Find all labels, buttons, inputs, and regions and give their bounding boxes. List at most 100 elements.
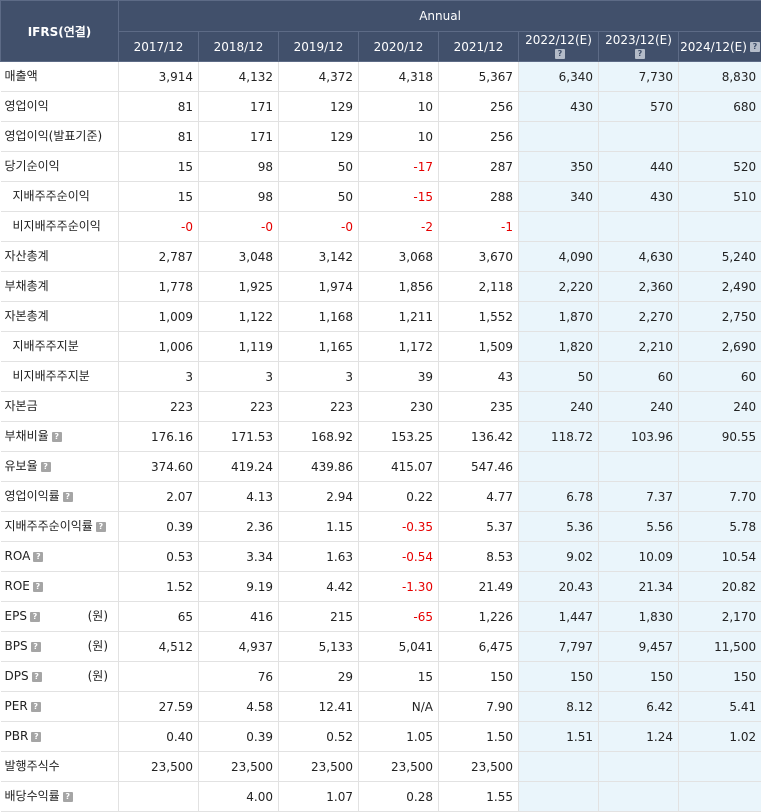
question-mark-icon[interactable]: ?	[30, 612, 40, 622]
row-label: PBR?	[1, 722, 119, 752]
value-cell: 7.90	[439, 692, 519, 722]
value-cell: 2,690	[679, 332, 761, 362]
question-mark-icon[interactable]: ?	[96, 522, 106, 532]
value-cell: 21.49	[439, 572, 519, 602]
value-cell	[519, 782, 599, 812]
row-label-text: 부채총계	[5, 279, 49, 293]
value-cell: 1.15	[279, 512, 359, 542]
estimate-help-icon[interactable]: ?	[750, 42, 760, 52]
value-cell: 510	[679, 182, 761, 212]
value-cell: 1,119	[199, 332, 279, 362]
question-mark-icon[interactable]: ?	[31, 702, 41, 712]
value-cell	[519, 212, 599, 242]
value-cell: 15	[119, 182, 199, 212]
value-cell: 23,500	[439, 752, 519, 782]
row-label: 영업이익(발표기준)	[1, 122, 119, 152]
question-mark-icon[interactable]: ?	[32, 672, 42, 682]
estimate-help-icon[interactable]: ?	[555, 49, 565, 59]
value-cell: 20.82	[679, 572, 761, 602]
value-cell: 7.37	[599, 482, 679, 512]
row-label-text: ROA	[5, 549, 31, 563]
row-label: PER?	[1, 692, 119, 722]
year-header-5[interactable]: 2022/12(E)?	[519, 32, 599, 62]
row-label: 자본금	[1, 392, 119, 422]
value-cell: 256	[439, 122, 519, 152]
value-cell	[679, 452, 761, 482]
row-label: DPS?(원)	[1, 662, 119, 692]
value-cell: 50	[519, 362, 599, 392]
value-cell: 118.72	[519, 422, 599, 452]
value-cell: 1.24	[599, 722, 679, 752]
row-label: 자본총계	[1, 302, 119, 332]
value-cell: 65	[119, 602, 199, 632]
row-label-text: 부채비율	[5, 429, 49, 443]
row-label-text: 지배주주순이익률	[5, 519, 93, 533]
value-cell: 0.53	[119, 542, 199, 572]
value-cell: 27.59	[119, 692, 199, 722]
table-row: 비지배주주순이익-0-0-0-2-1	[1, 212, 761, 242]
row-label: 비지배주주지분	[1, 362, 119, 392]
year-label: 2022/12(E)	[525, 33, 592, 47]
value-cell: 81	[119, 92, 199, 122]
value-cell: 103.96	[599, 422, 679, 452]
value-cell: 29	[279, 662, 359, 692]
year-header-0: 2017/12	[119, 32, 199, 62]
question-mark-icon[interactable]: ?	[33, 582, 43, 592]
ifrs-header: IFRS(연결)	[1, 1, 119, 62]
value-cell: 1,009	[119, 302, 199, 332]
estimate-help-icon[interactable]: ?	[635, 49, 645, 59]
value-cell: 6,475	[439, 632, 519, 662]
value-cell: 4,090	[519, 242, 599, 272]
value-cell: 9.19	[199, 572, 279, 602]
value-cell: -0	[279, 212, 359, 242]
value-cell: 5.36	[519, 512, 599, 542]
value-cell: 60	[599, 362, 679, 392]
value-cell: 215	[279, 602, 359, 632]
value-cell: 1,172	[359, 332, 439, 362]
value-cell: 1,820	[519, 332, 599, 362]
value-cell	[679, 212, 761, 242]
value-cell: 15	[119, 152, 199, 182]
value-cell: 4,512	[119, 632, 199, 662]
value-cell: 11,500	[679, 632, 761, 662]
value-cell	[679, 752, 761, 782]
value-cell: 2.94	[279, 482, 359, 512]
row-label-text: 자본총계	[5, 309, 49, 323]
value-cell: 150	[519, 662, 599, 692]
question-mark-icon[interactable]: ?	[33, 552, 43, 562]
value-cell	[679, 782, 761, 812]
value-cell: 223	[119, 392, 199, 422]
year-header-7[interactable]: 2024/12(E)?	[679, 32, 761, 62]
value-cell	[119, 662, 199, 692]
question-mark-icon[interactable]: ?	[63, 792, 73, 802]
value-cell: 171	[199, 122, 279, 152]
question-mark-icon[interactable]: ?	[63, 492, 73, 502]
year-header-6[interactable]: 2023/12(E)?	[599, 32, 679, 62]
year-label: 2024/12(E)	[680, 40, 747, 54]
value-cell: 570	[599, 92, 679, 122]
value-cell: -1.30	[359, 572, 439, 602]
year-header-2: 2019/12	[279, 32, 359, 62]
value-cell: 415.07	[359, 452, 439, 482]
value-cell: 3,048	[199, 242, 279, 272]
question-mark-icon[interactable]: ?	[52, 432, 62, 442]
value-cell: 136.42	[439, 422, 519, 452]
value-cell: 1,006	[119, 332, 199, 362]
row-label-text: 유보율	[5, 459, 38, 473]
row-label-text: 영업이익률	[5, 489, 60, 503]
row-label-text: PBR	[5, 729, 29, 743]
question-mark-icon[interactable]: ?	[41, 462, 51, 472]
value-cell: 3.34	[199, 542, 279, 572]
value-cell: 0.39	[199, 722, 279, 752]
question-mark-icon[interactable]: ?	[31, 642, 41, 652]
value-cell: 0.28	[359, 782, 439, 812]
row-label-text: BPS	[5, 639, 28, 653]
value-cell: 2,787	[119, 242, 199, 272]
value-cell	[599, 122, 679, 152]
question-mark-icon[interactable]: ?	[31, 732, 41, 742]
